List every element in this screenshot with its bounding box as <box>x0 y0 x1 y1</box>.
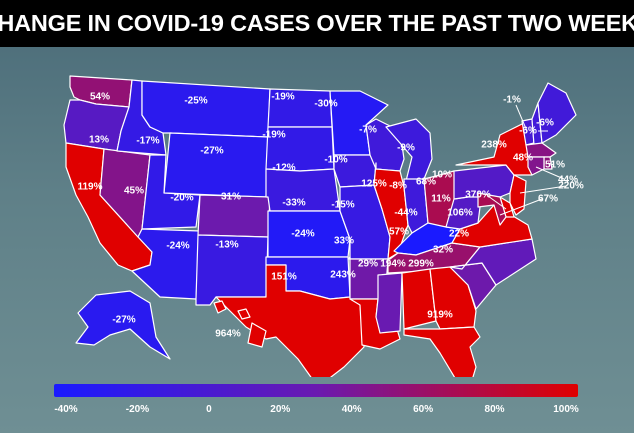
state-label-ok: -24% <box>291 229 314 240</box>
state-label-ut: -20% <box>170 193 193 204</box>
state-label-wv: 11% <box>431 194 451 205</box>
state-label-ks: -33% <box>282 198 305 209</box>
legend-tick-label: -40% <box>54 404 78 415</box>
state-ms <box>375 272 403 334</box>
leader-line-de <box>487 195 507 210</box>
state-label-pa: 10% <box>432 170 452 181</box>
legend-tick-label: 100% <box>553 404 579 415</box>
leader-line-ri <box>547 162 555 166</box>
state-label-in: -8% <box>389 181 407 192</box>
state-label-mi: -9% <box>397 143 415 154</box>
us-choropleth-map: 54% 13% 119% 45% -17% -25% -27% -20% -24% 31% -13%… <box>63 75 584 377</box>
state-label-ri: 51% <box>545 160 565 171</box>
state-label-md: 67% <box>538 194 558 205</box>
label-layer: 54% 13% 119% 45% -17% -25% -27% -20% -24% 31% -13%… <box>77 92 583 340</box>
state-label-mt: -25% <box>184 96 207 107</box>
state-label-nj: 220% <box>558 181 584 192</box>
state-label-hi: 964% <box>215 329 241 340</box>
state-mt <box>141 80 271 138</box>
state-label-mo: -15% <box>331 200 354 211</box>
state-label-mn: -30% <box>314 99 337 110</box>
state-label-ct: 44% <box>558 175 578 186</box>
legend-tick-label: 40% <box>341 404 362 415</box>
state-label-nv: 45% <box>124 186 144 197</box>
state-label-il: 125% <box>361 179 387 190</box>
legend-tick-label: 60% <box>413 404 434 415</box>
state-label-fl: 919% <box>427 310 453 321</box>
state-fl <box>403 326 481 377</box>
state-label-ak: -27% <box>112 315 135 326</box>
state-label-wy: -27% <box>200 146 223 157</box>
state-tx <box>215 264 365 377</box>
state-label-wi: -7% <box>359 125 377 136</box>
legend-tick-label: 0 <box>206 404 212 415</box>
state-label-ca: 119% <box>77 182 102 193</box>
state-label-wa: 54% <box>90 92 110 103</box>
state-label-tn: 57% <box>389 227 409 238</box>
state-label-nc: 22% <box>449 229 469 240</box>
state-label-az: -24% <box>166 241 189 252</box>
legend-tick-label: -20% <box>125 404 150 415</box>
state-label-ia: -10% <box>324 155 347 166</box>
state-me <box>537 82 577 144</box>
state-wy <box>163 132 269 198</box>
map-title: CHANGE IN COVID-19 CASES OVER THE PAST T… <box>0 10 634 36</box>
state-label-ma: 48% <box>513 153 533 164</box>
legend-tick-label: 80% <box>484 404 505 415</box>
title-bar: CHANGE IN COVID-19 CASES OVER THE PAST T… <box>0 0 634 47</box>
state-label-ms: 29% <box>358 259 378 270</box>
state-label-ne: -12% <box>272 163 295 174</box>
state-label-la: 243% <box>330 270 356 281</box>
state-label-id: -17% <box>136 136 159 147</box>
state-label-ar: 33% <box>334 236 354 247</box>
state-label-sd: -19% <box>262 130 285 141</box>
state-label-co: 31% <box>221 192 241 203</box>
state-label-or: 13% <box>89 135 109 146</box>
state-label-nd: -19% <box>271 92 294 103</box>
state-label-de: 370% <box>465 190 491 201</box>
leader-lines <box>487 104 567 216</box>
state-ma <box>525 142 557 158</box>
state-label-ky: -44% <box>394 208 417 219</box>
leader-line-vt <box>515 104 528 132</box>
state-label-ny: 238% <box>481 140 507 151</box>
leader-line-md <box>499 198 543 216</box>
state-label-al: 194% <box>380 259 406 270</box>
state-label-oh: 68% <box>416 177 436 188</box>
state-ks <box>267 210 351 258</box>
state-label-va: 106% <box>447 208 473 219</box>
state-nj <box>509 174 527 216</box>
state-md <box>477 192 507 226</box>
legend-color-bar <box>54 384 578 397</box>
state-ak <box>75 290 171 360</box>
state-layer <box>63 75 577 377</box>
state-label-vt: -1% <box>503 95 521 106</box>
state-label-me: -6% <box>536 118 554 129</box>
state-label-ga: 299% <box>408 259 434 270</box>
state-label-nm: -13% <box>215 240 238 251</box>
state-label-tx: 151% <box>271 272 297 283</box>
state-hi <box>213 300 267 348</box>
legend-tick-label: 20% <box>270 404 291 415</box>
leader-line-nj <box>519 185 567 194</box>
leader-line-ct <box>535 166 565 180</box>
state-label-nh: -6% <box>519 126 537 137</box>
state-label-sc: 32% <box>433 245 453 256</box>
state-ct <box>527 156 545 176</box>
